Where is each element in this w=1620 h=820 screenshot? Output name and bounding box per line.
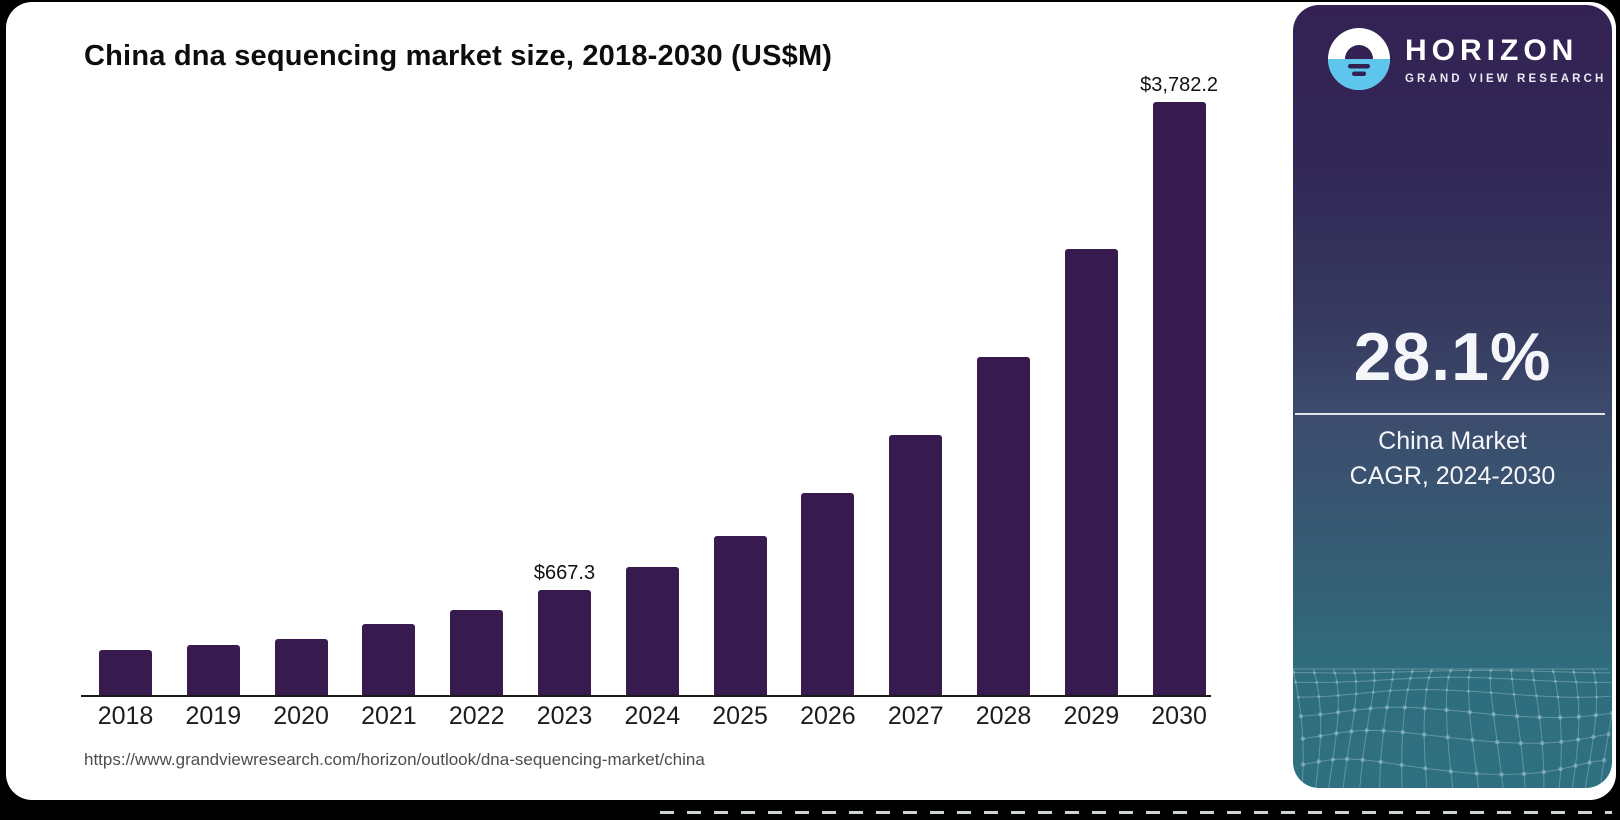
bar-2025 xyxy=(713,536,767,695)
x-tick-2028: 2028 xyxy=(975,702,1032,730)
source-url: https://www.grandviewresearch.com/horizo… xyxy=(84,750,705,769)
stat-label-line2: CAGR, 2024-2030 xyxy=(1349,462,1556,490)
x-tick-2025: 2025 xyxy=(712,702,768,730)
cagr-stat-value: 28.1% xyxy=(1353,319,1552,395)
x-tick-2020: 2020 xyxy=(273,702,329,730)
x-tick-2029: 2029 xyxy=(1063,702,1120,730)
bar-2020 xyxy=(274,639,328,695)
bar-2023 xyxy=(538,590,591,695)
x-axis-line xyxy=(81,695,1211,697)
bar-2030 xyxy=(1152,102,1206,695)
mesh-graphic xyxy=(1293,668,1612,788)
stat-label-line1: China Market xyxy=(1378,427,1527,455)
x-tick-2024: 2024 xyxy=(624,702,681,730)
value-label-2023: $667.3 xyxy=(533,562,596,584)
bar-2021 xyxy=(362,624,416,695)
value-label-2030: $3,782.2 xyxy=(1140,74,1219,96)
stat-divider xyxy=(1295,413,1605,415)
bar-2024 xyxy=(625,567,679,695)
horizon-sunset-circle-icon xyxy=(1328,28,1390,90)
x-tick-2026: 2026 xyxy=(800,702,856,730)
x-tick-2022: 2022 xyxy=(448,702,505,730)
bar-chart: 2018 2019 2020 2021 2022 2023 $667.3 2024 2025 20… xyxy=(6,2,1616,800)
chart-title: China dna sequencing market size, 2018-2… xyxy=(84,40,833,72)
x-tick-2030: 2030 xyxy=(1151,702,1207,730)
brand-subtitle: GRAND VIEW RESEARCH xyxy=(1405,73,1607,85)
x-tick-2019: 2019 xyxy=(185,702,242,730)
brand-text: HORIZON GRAND VIEW RESEARCH xyxy=(1405,34,1607,86)
bar-2022 xyxy=(450,610,504,695)
x-tick-2021: 2021 xyxy=(361,702,417,730)
bar-2028 xyxy=(977,357,1030,695)
bar-2029 xyxy=(1064,249,1118,695)
bar-2027 xyxy=(889,435,943,695)
brand-name: HORIZON xyxy=(1405,34,1579,67)
sidebar-panel: HORIZON GRAND VIEW RESEARCH 28.1% China … xyxy=(1293,5,1612,788)
x-tick-2027: 2027 xyxy=(887,702,944,730)
bar-2026 xyxy=(801,493,855,695)
x-tick-2023: 2023 xyxy=(536,702,593,730)
brand-header: HORIZON GRAND VIEW RESEARCH xyxy=(1293,5,1612,125)
bar-2018 xyxy=(99,650,152,695)
bar-2019 xyxy=(186,645,240,695)
x-tick-2018: 2018 xyxy=(97,702,154,730)
bottom-dashes-decoration xyxy=(660,811,1612,814)
